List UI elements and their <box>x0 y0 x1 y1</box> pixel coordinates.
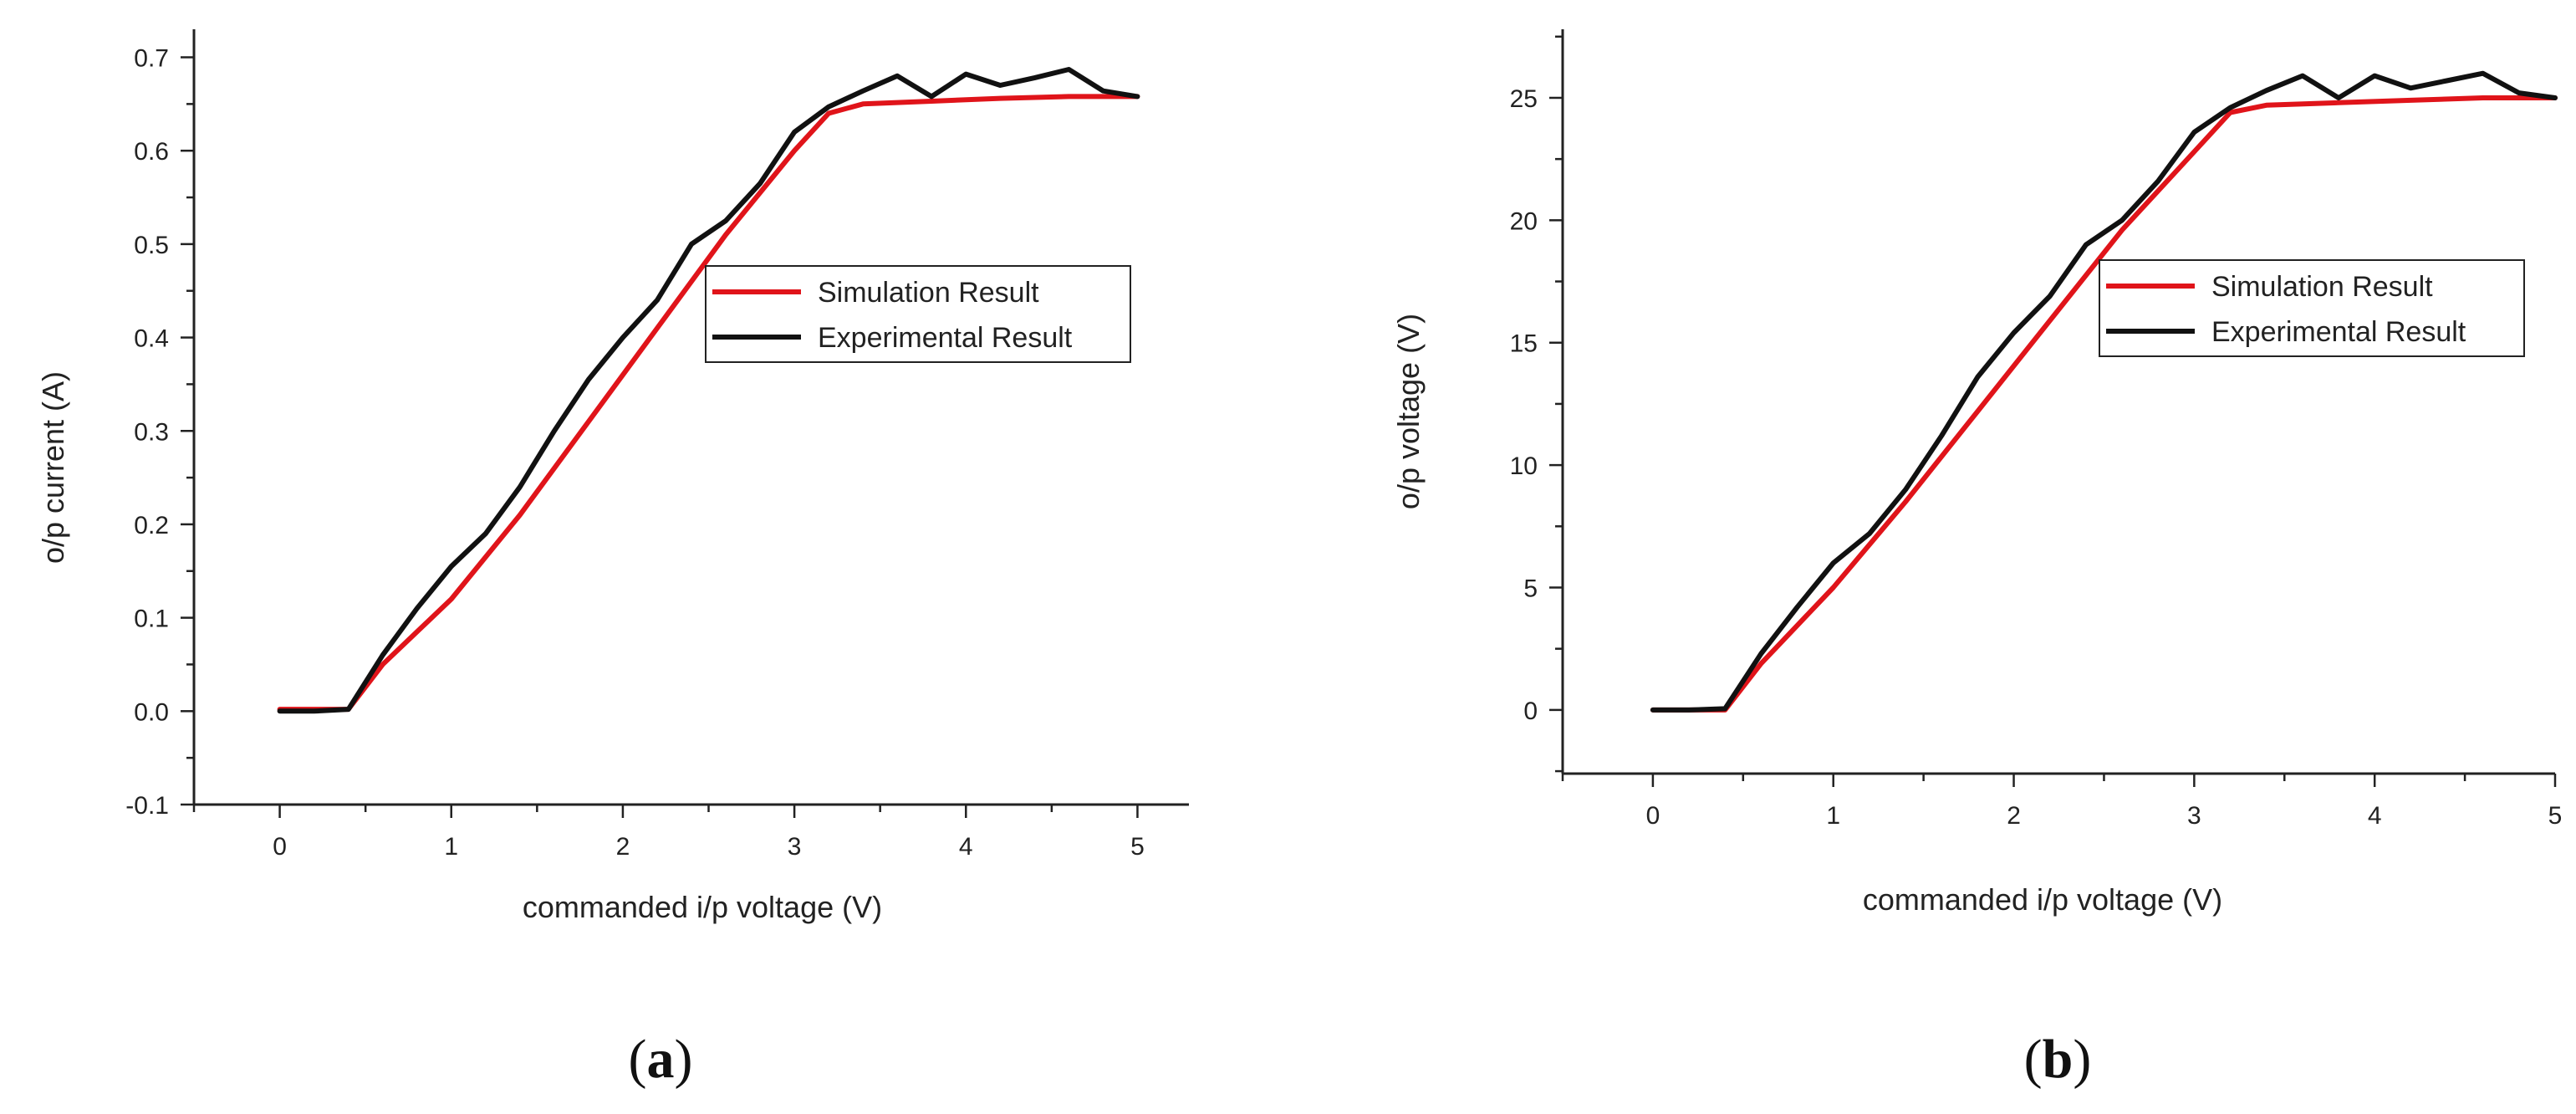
chart-panel-a: 0 1 2 3 4 5 -0.1 0.0 0.1 0.2 0.3 0.4 0.5 0.6 0.7 comma… <box>36 29 1189 1090</box>
chart-b-x-tick-label: 1 <box>1826 802 1840 830</box>
chart-b-legend-box <box>2099 259 2525 357</box>
chart-a-legend-label-simulation: Simulation Result <box>818 277 1039 309</box>
chart-a-panel-letter: a <box>647 1029 675 1090</box>
chart-a-y-tick-label: 0.7 <box>134 45 169 73</box>
chart-b-legend-label-simulation: Simulation Result <box>2211 271 2433 303</box>
chart-a-x-tick-label: 3 <box>788 833 802 861</box>
chart-a-series-experimental-line <box>277 67 1140 714</box>
chart-panel-b: 0 1 2 3 4 5 0 5 10 15 20 25 commanded i/p voltage (… <box>1391 29 2562 1090</box>
chart-b-x-tick-label: 3 <box>2187 802 2201 830</box>
chart-b-x-tick-label: 2 <box>2007 802 2021 830</box>
chart-a-y-tick-label: 0.5 <box>134 232 169 259</box>
chart-a-x-tick-label: 0 <box>273 833 287 861</box>
chart-a-panel-label: (a) <box>629 1029 693 1090</box>
chart-b-x-tick-label: 4 <box>2368 802 2382 830</box>
chart-b-y-tick-label: 10 <box>1510 452 1538 480</box>
chart-b-y-tick-label: 5 <box>1523 575 1538 603</box>
chart-b-series-simulation-line <box>1650 95 2558 713</box>
chart-a-legend-label-experimental: Experimental Result <box>818 322 1073 354</box>
chart-a-series-simulation-line <box>277 94 1140 713</box>
chart-b-x-tick-label: 0 <box>1646 802 1660 830</box>
chart-a-x-tick-label: 5 <box>1130 833 1145 861</box>
chart-a-ylabel: o/p current (A) <box>36 371 70 564</box>
chart-a-legend-box <box>705 265 1131 363</box>
chart-b-series-experimental-line <box>1650 70 2558 713</box>
chart-a-y-tick-label: 0.4 <box>134 325 169 353</box>
chart-a-y-tick-label: 0.3 <box>134 418 169 446</box>
chart-a-y-tick-label: 0.6 <box>134 138 169 166</box>
chart-b-y-tick-label: 20 <box>1510 207 1538 235</box>
chart-a-y-tick-label: 0.1 <box>134 606 169 633</box>
chart-a-y-tick-label: 0.2 <box>134 512 169 539</box>
chart-b-legend-label-experimental: Experimental Result <box>2211 316 2466 348</box>
chart-a-y-tick-label: -0.1 <box>125 792 169 820</box>
chart-b-panel-label: (b) <box>2024 1029 2092 1090</box>
chart-b-legend: Simulation Result Experimental Result <box>2099 259 2525 357</box>
chart-a-legend: Simulation Result Experimental Result <box>705 265 1131 363</box>
chart-a-xlabel: commanded i/p voltage (V) <box>523 890 882 924</box>
chart-b-xlabel: commanded i/p voltage (V) <box>1863 882 2222 917</box>
chart-b-panel-letter: b <box>2043 1029 2074 1090</box>
chart-b-y-tick-label: 25 <box>1510 85 1538 113</box>
chart-b-x-tick-label: 5 <box>2548 802 2563 830</box>
chart-a-plot-area: 0 1 2 3 4 5 -0.1 0.0 0.1 0.2 0.3 0.4 0.5 0.6 0.7 <box>125 29 1189 861</box>
chart-b-ylabel: o/p voltage (V) <box>1391 314 1426 509</box>
chart-a-x-tick-label: 4 <box>959 833 973 861</box>
chart-a-y-tick-label: 0.0 <box>134 698 169 726</box>
chart-b-y-tick-label: 15 <box>1510 330 1538 358</box>
chart-b-y-tick-label: 0 <box>1523 698 1538 725</box>
chart-b-plot-area: 0 1 2 3 4 5 0 5 10 15 20 25 <box>1510 29 2563 830</box>
chart-a-x-tick-label: 2 <box>616 833 630 861</box>
chart-a-x-tick-label: 1 <box>444 833 458 861</box>
